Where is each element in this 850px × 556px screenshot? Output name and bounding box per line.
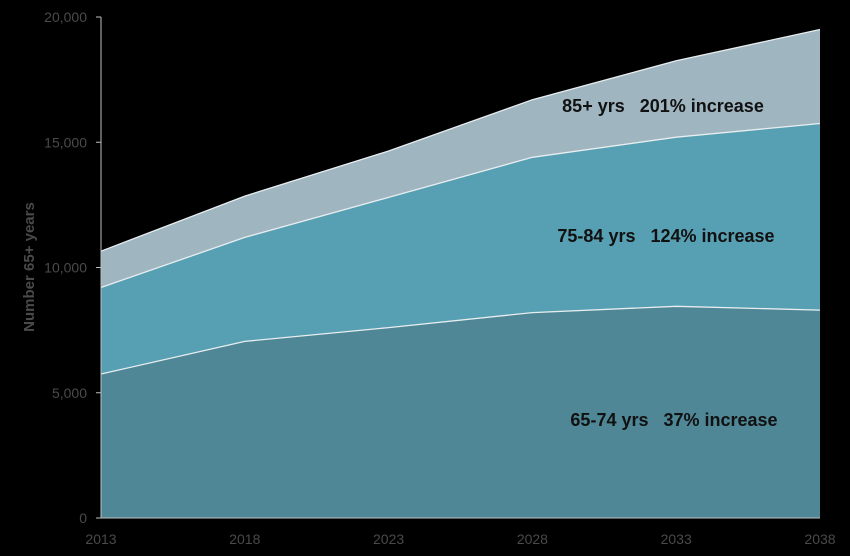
annotation-75-84: 75-84 yrs 124% increase [557,226,774,246]
y-tick-labels: 0 5,000 10,000 15,000 20,000 [44,9,101,526]
x-tick-label: 2033 [661,531,692,547]
y-tick-label: 20,000 [44,9,87,25]
y-tick-label: 5,000 [52,385,87,401]
edge-series-85-plus [100,28,821,252]
area-series-75-84 [101,123,820,374]
x-tick-label: 2018 [229,531,260,547]
edge-series-65-74 [100,305,821,375]
y-tick-label: 15,000 [44,134,87,150]
x-tick-label: 2013 [85,531,116,547]
y-tick-label: 10,000 [44,260,87,276]
series-edges-group [100,28,821,375]
y-tick-label: 0 [79,510,87,526]
y-axis-label: Number 65+ years [21,202,38,332]
area-series-group [101,29,820,518]
edge-series-75-84 [100,122,821,289]
annotation-65-74: 65-74 yrs 37% increase [570,410,777,430]
x-tick-label: 2038 [804,531,835,547]
x-tick-label: 2028 [517,531,548,547]
area-series-65-74 [101,306,820,518]
annotation-85-plus: 85+ yrs 201% increase [562,96,764,116]
x-tick-label: 2023 [373,531,404,547]
area-series-85-plus [101,29,820,288]
x-tick-labels: 2013 2018 2023 2028 2033 2038 [85,531,835,547]
